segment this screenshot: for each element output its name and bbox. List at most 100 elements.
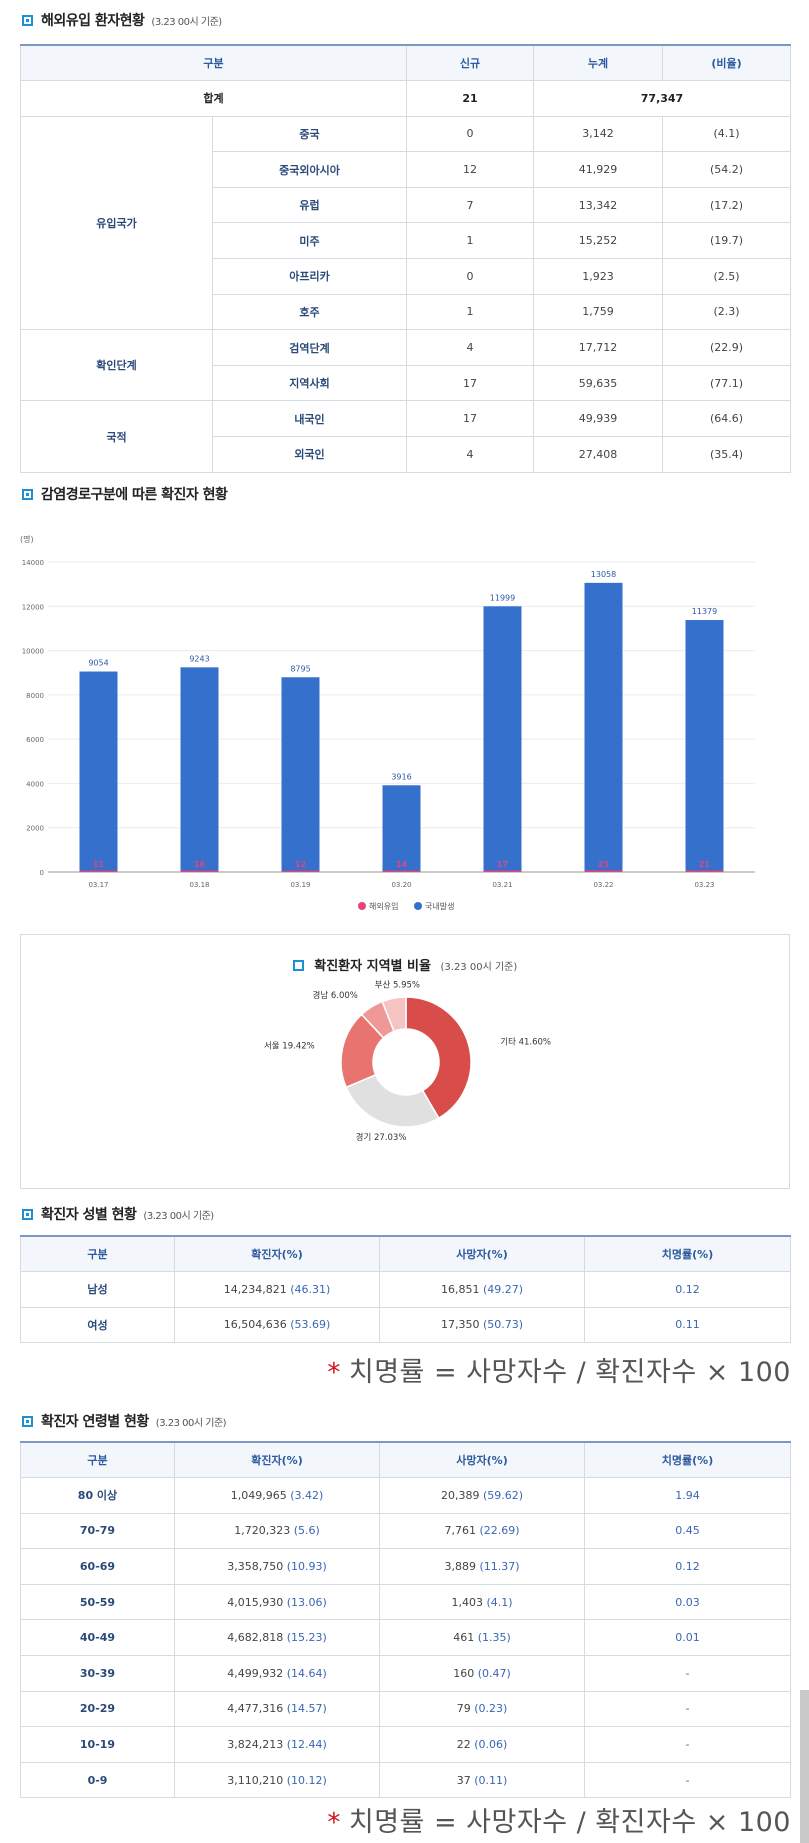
route-bar-chart: (명) 0 2000 4000 6000 8000 10000 12000 14000 9054 1… <box>20 534 755 911</box>
confirmed-cell: 3,824,213 (12.44) <box>174 1726 380 1763</box>
fatality-rate: - <box>584 1761 791 1799</box>
confirmed-cell: 4,499,932 (14.64) <box>174 1655 380 1692</box>
row-cum: 49,939 <box>533 400 663 438</box>
death-pct: (11.37) <box>479 1560 520 1574</box>
row-cum: 3,142 <box>533 115 663 153</box>
x-tick-label: 03.19 <box>290 881 310 889</box>
death-cell: 79 (0.23) <box>379 1690 585 1728</box>
inflow-header-cell: (비율) <box>662 44 791 82</box>
overseas-value-label: 21 <box>699 860 711 869</box>
age-row: 60-69 3,358,750 (10.93) 3,889 (11.37) 0.12 <box>20 1548 791 1585</box>
asterisk-icon: * <box>327 1808 341 1838</box>
x-tick-label: 03.21 <box>492 881 512 889</box>
y-tick-label: 4000 <box>26 780 44 788</box>
confirmed-cell: 4,015,930 (13.06) <box>174 1583 380 1621</box>
death-value: 1,403 <box>451 1595 483 1609</box>
row-ratio: (4.1) <box>662 115 791 153</box>
death-pct: (4.1) <box>486 1595 513 1609</box>
y-tick-label: 6000 <box>26 736 44 744</box>
square-bullet-icon <box>22 1415 33 1427</box>
death-pct: (59.62) <box>482 1488 524 1502</box>
region-pie-panel: 확진환자 지역별 비율 (3.23 00시 기준) 기타 41.60% 경기 27… <box>20 934 790 1189</box>
row-label: 40-49 <box>20 1619 175 1657</box>
fatality-rate: - <box>584 1690 791 1728</box>
confirmed-value: 1,720,323 <box>234 1524 291 1538</box>
row-ratio: (17.2) <box>662 186 791 224</box>
confirmed-value: 1,049,965 <box>230 1488 287 1502</box>
confirmed-pct: (46.31) <box>290 1282 331 1296</box>
fatality-rate: 0.12 <box>584 1271 791 1308</box>
x-tick-label: 03.17 <box>88 881 108 889</box>
row-ratio: (19.7) <box>662 222 791 260</box>
fatality-rate: 1.94 <box>584 1477 791 1514</box>
death-cell: 20,389 (59.62) <box>379 1477 585 1514</box>
route-title: 감염경로구분에 따른 확진자 현황 <box>41 487 228 503</box>
age-row: 0-9 3,110,210 (10.12) 37 (0.11) - <box>20 1761 791 1799</box>
age-row: 70-79 1,720,323 (5.6) 7,761 (22.69) 0.45 <box>20 1512 791 1550</box>
gender-row: 여성 16,504,636 (53.69) 17,350 (50.73) 0.11 <box>20 1306 791 1344</box>
row-label: 아프리카 <box>212 258 407 295</box>
row-label: 30-39 <box>20 1655 175 1692</box>
scrollbar-thumb[interactable] <box>800 1690 809 1843</box>
gender-header-cell: 사망자(%) <box>379 1235 585 1273</box>
death-cell: 160 (0.47) <box>379 1655 585 1692</box>
bar-overseas <box>281 870 320 872</box>
age-table: 구분 확진자(%) 사망자(%) 치명률(%) 80 이상 1,049,965 (… <box>20 1441 791 1799</box>
death-value: 37 <box>456 1773 471 1787</box>
death-value: 160 <box>453 1666 475 1680</box>
fatality-rate: 0.11 <box>584 1306 791 1344</box>
confirmed-cell: 14,234,821 (46.31) <box>174 1271 380 1308</box>
row-ratio: (2.3) <box>662 293 791 331</box>
inflow-header-cell: 누계 <box>533 44 663 82</box>
row-new: 0 <box>406 115 534 153</box>
confirmed-pct: (13.06) <box>286 1595 327 1609</box>
bar-value-label: 8795 <box>290 664 310 673</box>
row-new: 4 <box>406 436 534 473</box>
row-label: 10-19 <box>20 1726 175 1763</box>
pie-slice-label: 서울 19.42% <box>264 1042 315 1052</box>
confirmed-value: 3,824,213 <box>227 1738 284 1752</box>
row-new: 17 <box>406 400 534 438</box>
confirmed-value: 4,499,932 <box>227 1666 284 1680</box>
inflow-row: 호주 1 1,759 (2.3) <box>21 293 791 331</box>
confirmed-value: 3,358,750 <box>227 1560 284 1574</box>
fatality-rate: 0.12 <box>584 1548 791 1585</box>
bar-domestic <box>281 677 320 872</box>
confirmed-value: 4,682,818 <box>227 1631 284 1645</box>
x-tick-label: 03.23 <box>694 881 714 889</box>
pie-slice-label: 부산 5.95% <box>375 979 420 990</box>
pie-slice-label: 경남 6.00% <box>313 990 358 1001</box>
total-label: 합계 <box>20 80 407 117</box>
row-cum: 1,923 <box>533 258 663 295</box>
group-label: 확인단계 <box>20 329 213 402</box>
bar-domestic <box>382 785 421 872</box>
death-cell: 7,761 (22.69) <box>379 1512 585 1550</box>
overseas-value-label: 11 <box>93 860 105 869</box>
overseas-value-label: 23 <box>598 860 609 869</box>
square-bullet-icon <box>22 1208 33 1220</box>
row-cum: 1,759 <box>533 293 663 331</box>
y-tick-label: 8000 <box>26 692 44 700</box>
fatality-rate: 0.01 <box>584 1619 791 1657</box>
pie-slice-label: 경기 27.03% <box>356 1132 407 1143</box>
bar-value-label: 3916 <box>391 772 411 781</box>
death-value: 17,350 <box>440 1318 480 1332</box>
row-label: 80 이상 <box>20 1477 175 1514</box>
age-row: 30-39 4,499,932 (14.64) 160 (0.47) - <box>20 1655 791 1692</box>
inflow-row: 미주 1 15,252 (19.7) <box>21 222 791 260</box>
row-cum: 59,635 <box>533 364 663 402</box>
death-cell: 22 (0.06) <box>379 1726 585 1763</box>
death-cell: 17,350 (50.73) <box>379 1306 585 1344</box>
row-cum: 15,252 <box>533 222 663 260</box>
row-new: 12 <box>406 151 534 188</box>
legend-marker <box>414 902 422 910</box>
inflow-row: 지역사회 17 59,635 (77.1) <box>21 364 791 402</box>
row-label: 지역사회 <box>212 364 407 402</box>
death-cell: 1,403 (4.1) <box>379 1583 585 1621</box>
death-value: 20,389 <box>440 1488 480 1502</box>
death-pct: (50.73) <box>482 1318 524 1332</box>
row-ratio: (22.9) <box>662 329 791 366</box>
y-tick-label: 12000 <box>22 603 44 611</box>
gender-row: 남성 14,234,821 (46.31) 16,851 (49.27) 0.12 <box>20 1271 791 1308</box>
y-tick-label: 2000 <box>26 825 44 833</box>
